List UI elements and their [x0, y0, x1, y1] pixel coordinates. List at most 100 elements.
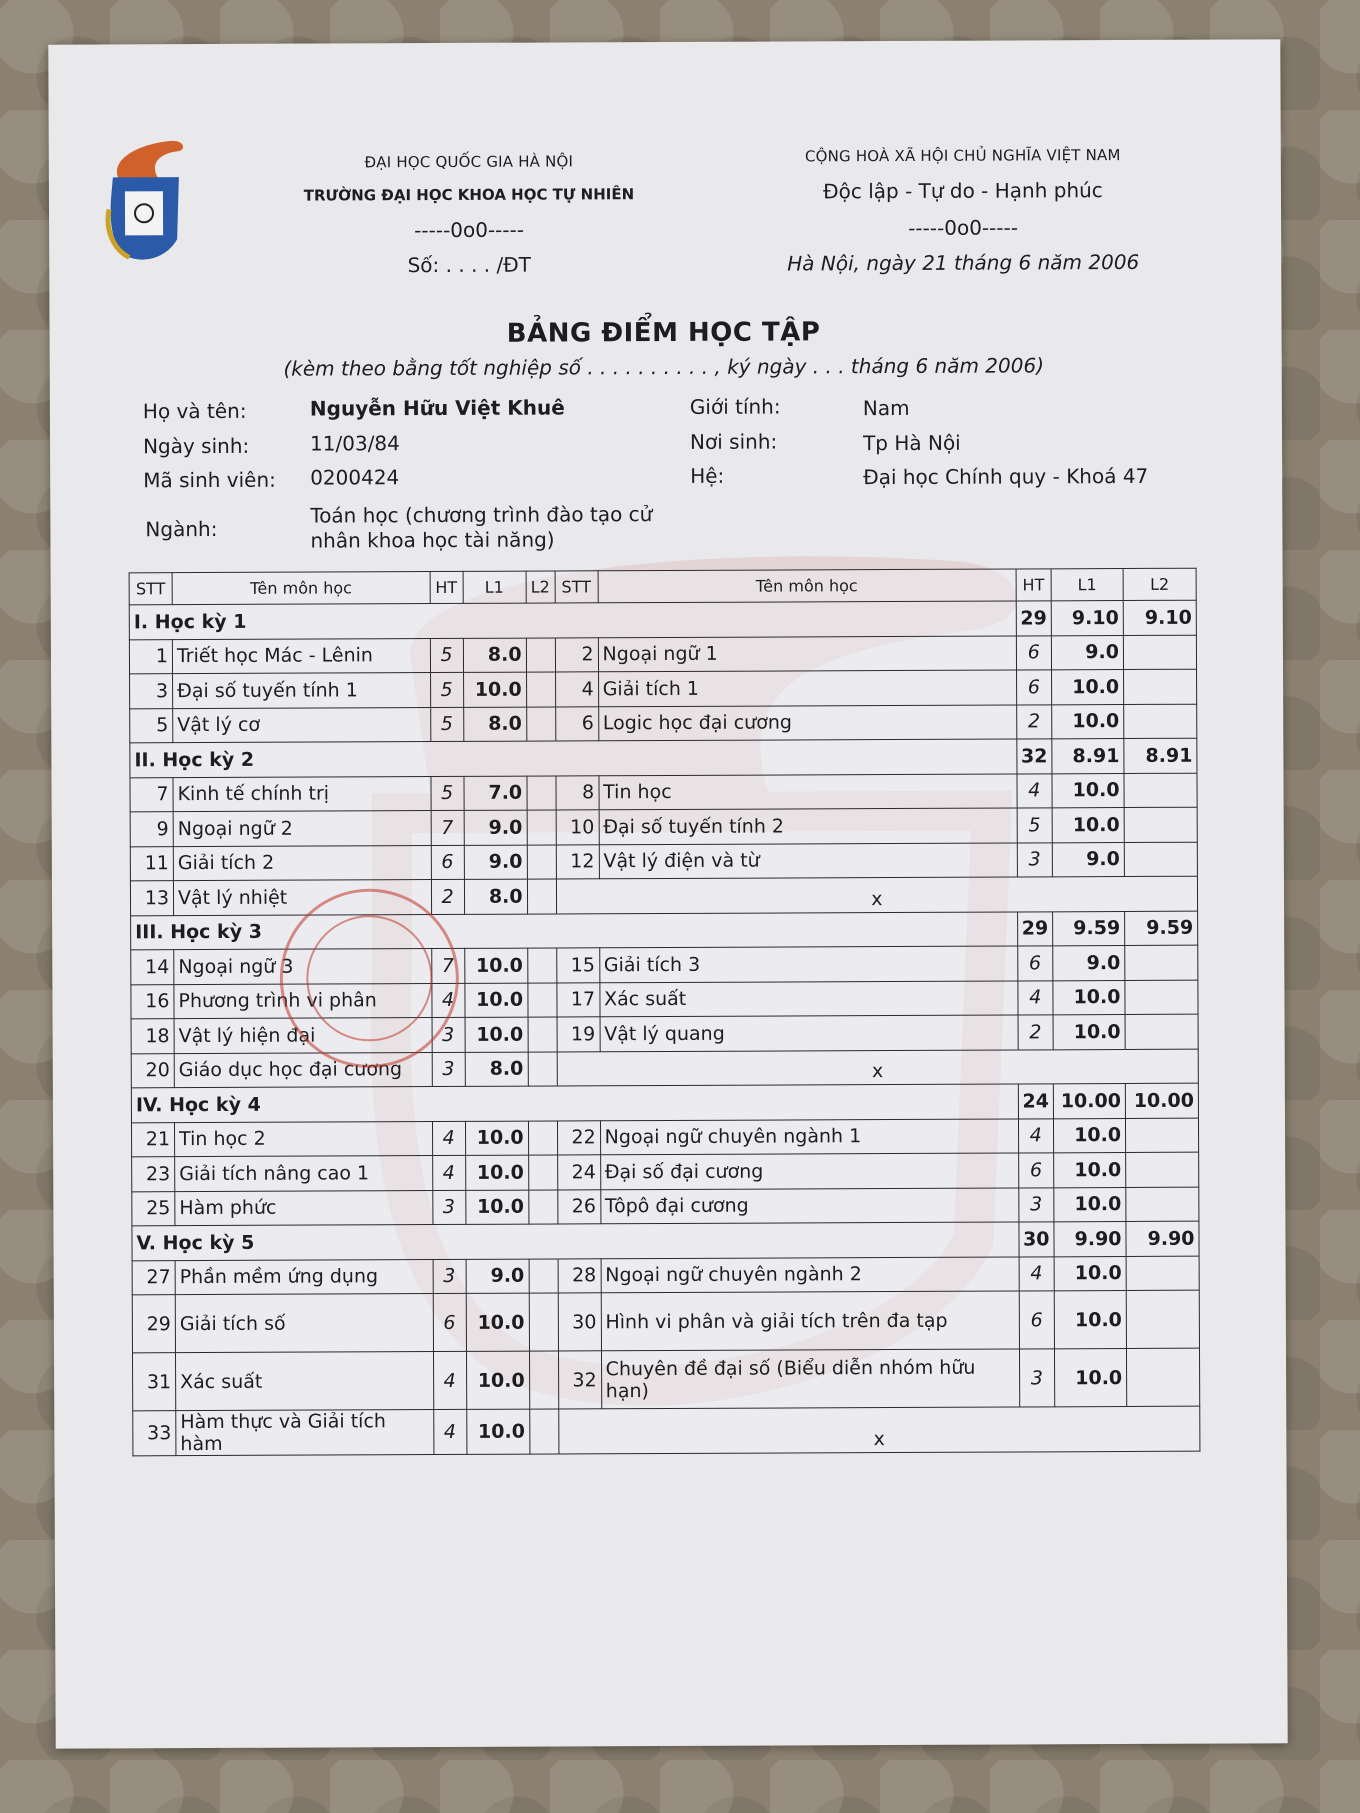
column-header: STT	[129, 572, 173, 605]
subject-stt: 3	[129, 673, 173, 709]
subject-credits: 6	[1016, 669, 1052, 705]
subject-l2-grade	[528, 1189, 558, 1225]
table-row: 3 Đại số tuyến tính 1 5 10.0 4 Giải tích 1 6 10…	[129, 669, 1197, 709]
subject-l1-grade: 10.0	[465, 1155, 529, 1190]
subject-l1-grade: 10.0	[1053, 1187, 1126, 1222]
subject-stt: 11	[130, 846, 174, 881]
program-label: Hệ:	[690, 463, 725, 488]
subject-l1-grade: 10.0	[1053, 1152, 1126, 1188]
subject-stt: 2	[554, 637, 599, 672]
subject-credits: 6	[430, 844, 465, 880]
table-row: 7 Kinh tế chính trị 5 7.0 8 Tin học 4 10.0	[129, 772, 1198, 812]
semester-row: II. Học kỳ 2 32 8.91 8.91	[129, 738, 1197, 778]
subject-credits: 4	[433, 1351, 467, 1410]
subject-name: Ngoại ngữ 2	[173, 810, 431, 847]
table-row: 31 Xác suất 4 10.0 32 Chuyên đề đại số (Biểu …	[132, 1348, 1200, 1411]
empty-cell-mark: x	[556, 876, 1198, 914]
column-header: Tên môn học	[172, 571, 430, 605]
subject-l2-grade	[1123, 772, 1198, 808]
subject-name: Ngoại ngữ chuyên ngành 1	[600, 1118, 1019, 1155]
subject-stt: 6	[555, 706, 599, 741]
subject-name: Chuyên đề đại số (Biểu diễn nhóm hữu hạn…	[601, 1348, 1020, 1409]
subject-l1-grade: 10.0	[1052, 980, 1126, 1015]
semester-credits: 24	[1017, 1083, 1054, 1119]
semester-title: V. Học kỳ 5	[131, 1221, 1019, 1261]
subject-name: Hàm thực và Giải tích hàm	[175, 1409, 434, 1456]
subject-l1-grade: 8.0	[464, 1051, 528, 1087]
subject-l1-grade: 8.0	[464, 879, 528, 914]
university-logo	[105, 140, 184, 260]
subject-credits: 3	[432, 1258, 466, 1294]
subject-stt: 24	[557, 1154, 601, 1190]
subject-name: Đại số tuyến tính 1	[172, 672, 431, 709]
subject-l1-grade: 9.0	[1051, 635, 1124, 670]
student-major-line1: Toán học (chương trình đào tạo cử	[310, 502, 653, 528]
table-row: 29 Giải tích số 6 10.0 30 Hình vi phân và giả…	[132, 1290, 1200, 1353]
column-header: HT	[429, 571, 463, 604]
red-stamp	[279, 888, 459, 1068]
student-major-line2: nhân khoa học tài năng)	[310, 527, 555, 553]
subject-credits: 4	[432, 1120, 466, 1156]
subject-stt: 4	[555, 671, 599, 707]
subject-l2-grade	[1126, 1255, 1200, 1291]
subject-credits: 5	[429, 637, 464, 673]
subject-name: Ngoại ngữ chuyên ngành 2	[600, 1256, 1019, 1293]
table-row: 9 Ngoại ngữ 2 7 9.0 10 Đại số tuyến tính 2 5 10…	[130, 807, 1198, 847]
subject-name: Vật lý cơ	[172, 707, 431, 743]
subject-credits: 5	[1016, 807, 1053, 843]
column-header: L2	[1123, 568, 1197, 601]
subject-l1-grade: 10.0	[464, 982, 528, 1018]
subject-l2-grade	[527, 947, 557, 983]
column-header: HT	[1015, 568, 1052, 601]
header-university: ĐẠI HỌC QUỐC GIA HÀ NỘI	[364, 152, 574, 172]
column-header: L1	[1051, 568, 1124, 601]
subject-l1-grade: 8.0	[462, 637, 527, 673]
subject-l1-grade: 10.0	[464, 948, 528, 983]
subject-stt: 5	[129, 708, 173, 743]
dob-label: Ngày sinh:	[142, 433, 250, 459]
subject-l1-grade: 10.0	[465, 1189, 529, 1225]
subject-l2-grade	[1125, 1014, 1199, 1050]
subject-l2-grade	[1123, 669, 1197, 705]
subject-name: Phần mềm ứng dụng	[175, 1259, 433, 1295]
semester-title: II. Học kỳ 2	[129, 738, 1017, 778]
subject-stt: 12	[555, 844, 600, 879]
subject-stt: 20	[131, 1053, 175, 1088]
subject-stt: 8	[555, 775, 599, 810]
semester-row: IV. Học kỳ 4 24 10.00 10.00	[131, 1083, 1199, 1123]
subject-l1-grade: 10.0	[465, 1293, 530, 1352]
subject-name: Hàm phức	[174, 1190, 433, 1226]
table-row: 5 Vật lý cơ 5 8.0 6 Logic học đại cương 2 10.0	[129, 703, 1197, 743]
empty-cell-mark: x	[558, 1406, 1200, 1454]
subject-l2-grade	[527, 878, 557, 914]
subject-credits: 5	[430, 672, 464, 708]
subject-credits: 7	[430, 810, 464, 846]
subject-name: Tin học 2	[174, 1121, 433, 1157]
document-number: Số: . . . . /ĐT	[407, 252, 531, 278]
subject-name: Tôpô đại cương	[600, 1187, 1019, 1224]
subject-l2-grade	[528, 1154, 558, 1190]
subject-stt: 33	[132, 1410, 176, 1456]
header-country: CỘNG HOÀ XÃ HỘI CHỦ NGHĨA VIỆT NAM	[804, 146, 1121, 166]
subject-l1-grade: 10.0	[466, 1409, 530, 1455]
semester-l1-average: 9.10	[1051, 600, 1124, 636]
subject-l2-grade	[1125, 1186, 1199, 1222]
subject-name: Logic học đại cương	[598, 704, 1017, 741]
column-header: Tên môn học	[597, 568, 1016, 603]
subject-stt: 1	[129, 639, 173, 674]
subject-l2-grade	[1124, 841, 1198, 877]
subject-l2-grade	[528, 1292, 559, 1352]
subject-stt: 16	[130, 984, 175, 1019]
student-dob: 11/03/84	[309, 431, 400, 456]
birthplace-label: Nơi sinh:	[689, 429, 778, 454]
major-label: Ngành:	[145, 516, 218, 542]
header-school: TRƯỜNG ĐẠI HỌC KHOA HỌC TỰ NHIÊN	[303, 185, 635, 205]
subject-stt: 22	[557, 1120, 601, 1155]
subject-l2-grade	[528, 1120, 558, 1156]
subject-stt: 27	[132, 1260, 176, 1295]
subject-credits: 6	[432, 1293, 467, 1352]
table-row: 11 Giải tích 2 6 9.0 12 Vật lý điện và từ 3 9.0	[130, 841, 1198, 881]
subject-l1-grade: 10.0	[1053, 1118, 1126, 1153]
subject-l1-grade: 10.0	[463, 672, 527, 707]
